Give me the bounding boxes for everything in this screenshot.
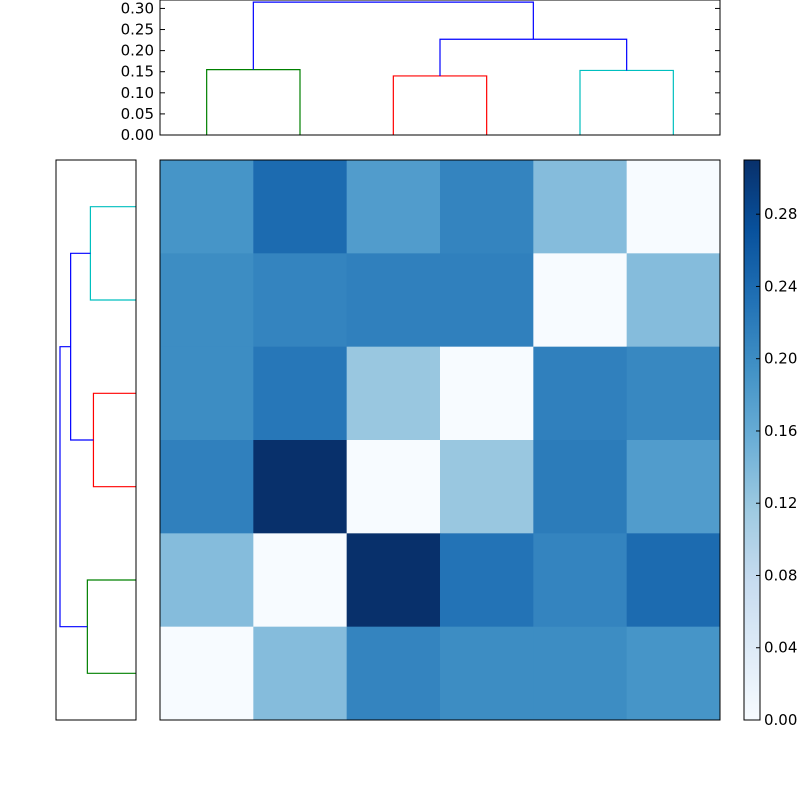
y-tick-label: 0.00: [121, 126, 154, 144]
heatmap-cell: [626, 160, 721, 254]
dendrogram-link-1: [92, 392, 136, 488]
dendrogram-link-2: [86, 579, 136, 674]
heatmap-cell: [533, 533, 628, 628]
heatmap-cell: [160, 160, 254, 254]
top-dendrogram: 0.00 0.05 0.10 0.15 0.20 0.25 0.30: [121, 0, 721, 144]
colorbar-fill: [744, 160, 760, 720]
heatmap-cell: [346, 533, 441, 628]
dendrogram-link-0: [206, 69, 301, 135]
left-dendrogram-frame: [55, 159, 137, 721]
colorbar-frame: [743, 159, 761, 721]
colorbar: 0.00 0.04 0.08 0.12 0.16 0.20 0.24 0.28: [743, 159, 797, 729]
heatmap-cell: [626, 346, 721, 441]
dendrogram-link-0: [89, 206, 136, 301]
colorbar-tick-label: 0.24: [764, 277, 797, 295]
heatmap-cell: [253, 160, 348, 254]
heatmap-cell: [253, 346, 348, 441]
y-tick-label: 0.30: [121, 0, 154, 17]
heatmap-cell: [346, 440, 441, 534]
heatmap-cell: [253, 440, 348, 534]
colorbar-tick-label: 0.08: [764, 566, 797, 584]
heatmap-cell: [626, 533, 721, 628]
colorbar-tick-label: 0.20: [764, 350, 797, 368]
heatmap: [159, 159, 721, 721]
y-tick-label: 0.20: [121, 42, 154, 60]
heatmap-cell: [626, 626, 721, 721]
heatmap-cell: [626, 440, 721, 534]
y-tick-label: 0.25: [121, 21, 154, 39]
heatmap-cell: [440, 440, 534, 534]
y-tick-label: 0.10: [121, 84, 154, 102]
heatmap-cell: [533, 160, 628, 254]
left-dendrogram: [55, 159, 137, 721]
heatmap-cell: [440, 626, 534, 721]
heatmap-cell: [346, 253, 441, 348]
heatmap-cell: [253, 533, 348, 628]
heatmap-cell: [533, 346, 628, 441]
heatmap-cell: [440, 253, 534, 348]
heatmap-cell: [160, 440, 254, 534]
dendrogram-link-2: [579, 69, 674, 135]
dendrogram-link-1: [392, 75, 488, 135]
dendrogram-link-3: [439, 38, 628, 76]
colorbar-tick-label: 0.12: [764, 494, 797, 512]
heatmap-cell: [533, 626, 628, 721]
colorbar-tick-label: 0.28: [764, 205, 797, 223]
heatmap-cell: [160, 533, 254, 628]
heatmap-cell: [160, 253, 254, 348]
heatmap-cell: [533, 253, 628, 348]
dendrogram-link-4: [252, 1, 534, 70]
heatmap-cell: [440, 533, 534, 628]
heatmap-cell: [626, 253, 721, 348]
heatmap-cell: [533, 440, 628, 534]
heatmap-cell: [346, 160, 441, 254]
heatmap-cell: [160, 626, 254, 721]
heatmap-frame: [159, 159, 721, 721]
dendrogram-link-4: [59, 346, 88, 628]
heatmap-cell: [440, 160, 534, 254]
heatmap-cell: [253, 253, 348, 348]
y-tick-label: 0.05: [121, 105, 154, 123]
heatmap-cell: [253, 626, 348, 721]
colorbar-tick-label: 0.04: [764, 639, 797, 657]
heatmap-cell: [346, 626, 441, 721]
y-tick-label: 0.15: [121, 63, 154, 81]
heatmap-cell: [160, 346, 254, 441]
top-dendrogram-frame: [159, 0, 721, 136]
colorbar-tick-label: 0.00: [764, 711, 797, 729]
colorbar-tick-label: 0.16: [764, 422, 797, 440]
heatmap-cell: [346, 346, 441, 441]
heatmap-cell: [440, 346, 534, 441]
